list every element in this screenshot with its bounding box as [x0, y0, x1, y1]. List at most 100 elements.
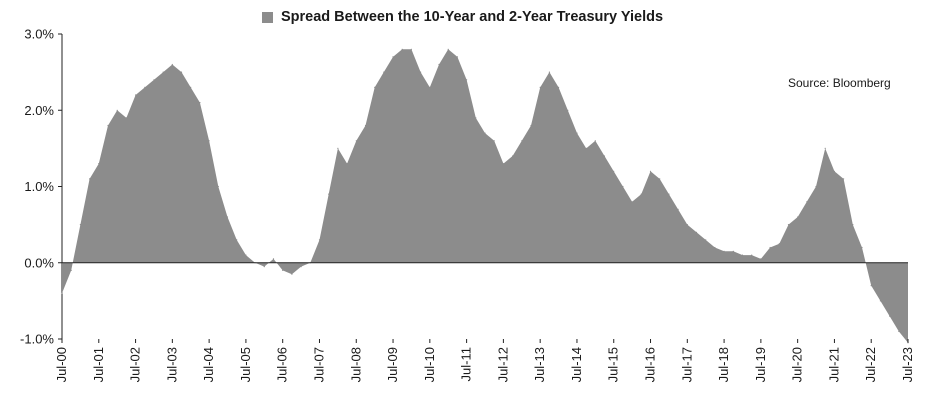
y-tick-label: -1.0%	[20, 332, 54, 347]
spread-point	[392, 56, 394, 58]
spread-point	[98, 163, 100, 165]
spread-point	[484, 132, 486, 134]
x-tick-label: Jul-16	[643, 347, 658, 382]
x-tick-label: Jul-07	[311, 347, 326, 382]
spread-point	[603, 155, 606, 157]
spread-point	[208, 140, 210, 142]
x-tick-label: Jul-09	[385, 347, 400, 382]
spread-point	[171, 63, 173, 66]
spread-point	[337, 147, 339, 149]
spread-point	[245, 254, 247, 256]
x-tick-label: Jul-10	[422, 347, 437, 382]
spread-point	[410, 48, 412, 50]
spread-point	[879, 300, 882, 302]
spread-point	[613, 170, 615, 172]
spread-point	[714, 246, 716, 249]
spread-point	[769, 246, 771, 249]
spread-point	[824, 147, 826, 149]
spread-point	[429, 86, 431, 88]
spread-point	[217, 185, 219, 188]
spread-point	[751, 254, 753, 256]
spread-point	[107, 124, 109, 127]
spread-point	[226, 216, 229, 218]
spread-point	[438, 63, 440, 66]
spread-point	[852, 224, 854, 226]
spread-point	[190, 86, 192, 88]
spread-point	[787, 224, 790, 226]
spread-point	[640, 193, 642, 195]
y-tick-label: 2.0%	[24, 103, 54, 118]
spread-point	[723, 250, 725, 252]
x-tick-label: Jul-20	[790, 347, 805, 382]
spread-point	[383, 71, 385, 73]
source-note: Source: Bloomberg	[788, 76, 891, 90]
x-tick-label: Jul-22	[863, 347, 878, 382]
spread-point	[236, 239, 238, 241]
spread-point	[521, 140, 523, 142]
spread-point	[135, 94, 137, 96]
spread-point	[668, 193, 670, 195]
spread-point	[741, 254, 744, 256]
x-tick-label: Jul-12	[495, 347, 510, 382]
spread-point	[355, 140, 357, 142]
spread-point	[502, 163, 504, 165]
spread-point	[861, 246, 863, 249]
x-tick-label: Jul-11	[459, 347, 474, 381]
spread-point	[162, 71, 164, 73]
y-axis: 3.0% 2.0% 1.0% 0.0% -1.0%	[20, 27, 63, 347]
x-axis: Jul-00 Jul-01 Jul-02 Jul-03 Jul-04 Jul-05 Jul-…	[54, 262, 915, 382]
spread-point	[401, 48, 403, 50]
x-tick-label: Jul-05	[238, 347, 253, 382]
spread-point	[870, 285, 872, 287]
spread-point	[815, 185, 817, 188]
spread-point	[833, 170, 836, 172]
spread-point	[318, 239, 321, 241]
spread-point	[61, 292, 63, 294]
spread-point	[291, 273, 293, 275]
spread-point	[328, 193, 330, 195]
spread-point	[806, 201, 808, 203]
x-tick-label: Jul-02	[128, 347, 143, 382]
spread-point	[631, 201, 633, 203]
spread-point	[374, 86, 376, 88]
x-tick-label: Jul-03	[164, 347, 179, 382]
x-tick-label: Jul-13	[532, 347, 547, 382]
spread-point	[511, 155, 514, 157]
x-tick-label: Jul-14	[569, 347, 584, 382]
spread-point	[576, 132, 578, 134]
spread-point	[889, 315, 891, 317]
spread-point	[144, 86, 146, 88]
spread-point	[695, 231, 698, 233]
x-tick-label: Jul-08	[348, 347, 363, 382]
spread-point	[180, 71, 183, 73]
x-tick-label: Jul-06	[275, 347, 290, 382]
spread-point	[466, 79, 468, 81]
x-tick-label: Jul-17	[679, 347, 694, 382]
spread-point	[760, 258, 762, 260]
y-tick-label: 1.0%	[24, 179, 54, 194]
spread-point	[558, 86, 560, 88]
spread-point	[622, 185, 624, 188]
spread-point	[116, 109, 118, 111]
spread-point	[594, 140, 596, 142]
spread-point	[898, 330, 900, 332]
spread-point	[705, 239, 707, 241]
spread-point	[530, 124, 532, 127]
spread-point	[79, 224, 81, 226]
spread-point	[420, 71, 422, 73]
spread-point	[364, 124, 367, 127]
spread-point	[797, 216, 799, 218]
y-tick-label: 0.0%	[24, 255, 54, 270]
x-tick-label: Jul-01	[91, 347, 106, 382]
spread-point	[475, 117, 477, 119]
legend-swatch	[262, 11, 273, 23]
spread-point	[456, 56, 458, 58]
spread-point	[659, 178, 661, 180]
legend-label: Spread Between the 10-Year and 2-Year Tr…	[281, 9, 664, 25]
spread-point	[677, 208, 679, 210]
spread-point	[567, 109, 569, 111]
spread-point	[300, 266, 302, 268]
spread-area	[62, 49, 908, 343]
spread-point	[539, 86, 541, 88]
